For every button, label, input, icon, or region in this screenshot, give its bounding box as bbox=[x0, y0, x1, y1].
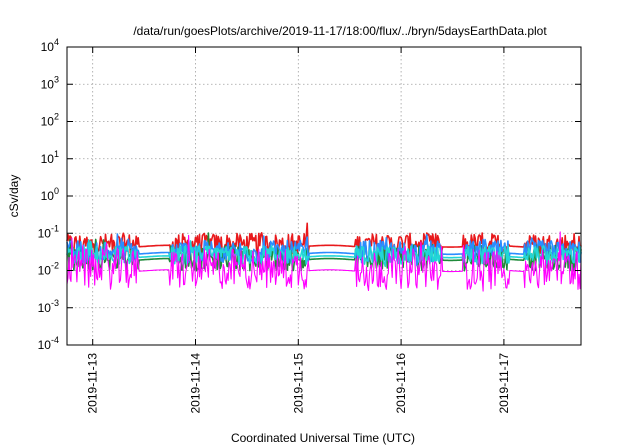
y-tick-label: 10-1 bbox=[38, 223, 59, 240]
y-axis: 10-4 10-3 10-2 10-1 100 101 102 103 104 bbox=[38, 37, 581, 352]
x-tick-label: 2019-11-13 bbox=[86, 353, 100, 414]
chart-title: /data/run/goesPlots/archive/2019-11-17/1… bbox=[133, 24, 547, 38]
y-tick-label: 10-4 bbox=[38, 335, 59, 352]
y-tick-label: 10-2 bbox=[38, 261, 59, 278]
y-axis-title: cSv/day bbox=[7, 175, 21, 218]
x-tick-label: 2019-11-16 bbox=[394, 353, 408, 414]
y-tick-label: 101 bbox=[41, 149, 59, 166]
x-tick-label: 2019-11-15 bbox=[291, 353, 305, 414]
y-tick-label: 104 bbox=[41, 37, 59, 54]
x-tick-label: 2019-11-17 bbox=[497, 353, 511, 414]
y-tick-label: 100 bbox=[41, 186, 59, 203]
series-line-1 bbox=[66, 222, 582, 259]
y-tick-label: 10-3 bbox=[38, 298, 59, 315]
grid-lines bbox=[67, 47, 581, 345]
series-line-5 bbox=[66, 231, 582, 292]
series-line-3 bbox=[66, 233, 582, 267]
x-axis-title: Coordinated Universal Time (UTC) bbox=[231, 431, 415, 445]
x-axis: 2019-11-13 2019-11-14 2019-11-15 2019-11-16… bbox=[86, 47, 511, 414]
data-series bbox=[66, 222, 582, 292]
y-tick-label: 103 bbox=[41, 74, 59, 91]
series-line-4 bbox=[66, 239, 582, 268]
y-tick-label: 102 bbox=[41, 112, 59, 129]
x-tick-label: 2019-11-14 bbox=[189, 353, 203, 414]
